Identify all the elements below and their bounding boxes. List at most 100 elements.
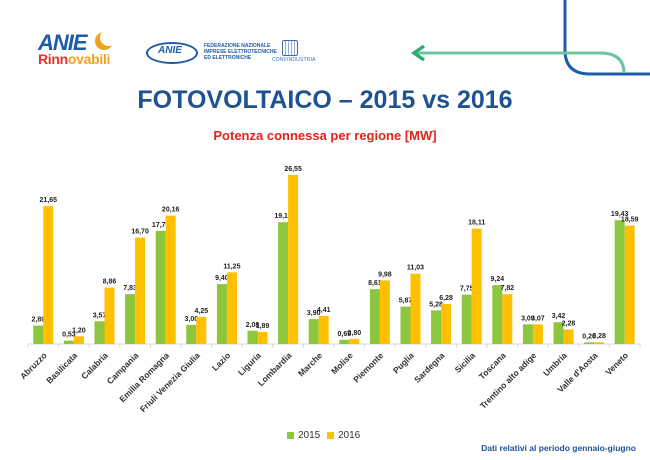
bar-2016 — [43, 206, 54, 344]
data-label-2015: 5,87 — [399, 298, 413, 305]
data-label-2016: 3,07 — [531, 315, 545, 322]
bar-2016 — [318, 315, 329, 344]
data-label-2016: 16,70 — [131, 229, 149, 236]
bar-2015 — [278, 222, 289, 344]
data-label-2015: 3,09 — [521, 315, 535, 322]
category-label: Abruzzo — [18, 350, 49, 381]
data-label-2016: 11,25 — [223, 263, 240, 270]
legend-item-2016: 2016 — [327, 430, 360, 441]
category-label: Liguria — [236, 350, 263, 377]
page-title: FOTOVOLTAICO – 2015 vs 2016 — [137, 86, 513, 114]
bar-2015 — [522, 324, 533, 344]
anie-federazione-logo: ANIE FEDERAZIONE NAZIONALE IMPRESE ELETT… — [146, 40, 296, 66]
data-label-2016: 4,41 — [317, 307, 331, 314]
confindustria-text: CONFINDUSTRIA — [272, 57, 316, 63]
data-label-2015: 17,77 — [152, 222, 170, 229]
blue-curve-line — [563, 0, 650, 76]
federazione-text: FEDERAZIONE NAZIONALE IMPRESE ELETTROTEC… — [204, 43, 277, 61]
bar-2015 — [247, 330, 258, 344]
data-label-2016: 0,80 — [347, 330, 361, 337]
bar-2015 — [584, 342, 595, 344]
data-label-2016: 6,28 — [439, 295, 453, 302]
bar-2016 — [441, 303, 452, 344]
data-label-2015: 9,40 — [215, 275, 229, 282]
bar-2015 — [614, 220, 625, 344]
category-label: Veneto — [603, 350, 630, 377]
data-label-2016: 8,86 — [103, 279, 117, 286]
rinnovabili-logo-text: Rinnovabili — [38, 51, 110, 67]
data-label-2015: 19,13 — [274, 213, 292, 220]
bar-2015 — [155, 230, 166, 344]
bar-2015 — [492, 285, 503, 344]
footnote: Dati relativi al periodo gennaio-giugno — [481, 443, 636, 453]
data-label-2015: 2,08 — [246, 322, 260, 329]
data-label-2016: 2,28 — [562, 320, 576, 327]
bar-2016 — [196, 316, 207, 344]
bar-2015 — [186, 324, 197, 344]
bar-2015 — [369, 289, 380, 344]
header-arrow-decoration — [410, 0, 650, 76]
data-label-2016: 9,98 — [378, 271, 392, 278]
rinnovabili-part-a: Rinn — [38, 51, 68, 67]
category-label: Marche — [296, 350, 324, 378]
data-label-2015: 3,57 — [93, 312, 107, 319]
data-label-2016: 26,55 — [284, 166, 302, 173]
legend-label-2015: 2015 — [298, 430, 321, 441]
bar-2015 — [339, 339, 350, 344]
data-label-2016: 1,20 — [72, 327, 86, 334]
bar-2015 — [63, 340, 74, 344]
bar-2015 — [553, 322, 564, 344]
bar-2016 — [349, 338, 360, 344]
bar-2016 — [135, 237, 146, 344]
category-label: Lombardia — [256, 350, 294, 388]
bar-2015 — [308, 319, 319, 344]
data-label-2016: 18,59 — [621, 217, 639, 224]
bar-2015 — [33, 325, 44, 344]
data-label-2015: 0,53 — [62, 332, 76, 339]
bar-2016 — [471, 228, 482, 344]
bar-2016 — [532, 324, 543, 344]
bar-2015 — [216, 284, 227, 344]
bar-2015 — [125, 294, 136, 344]
data-label-2016: 0,28 — [592, 333, 606, 340]
green-arrow-line — [414, 51, 626, 74]
moon-icon — [95, 29, 117, 50]
legend-swatch-2016 — [327, 432, 334, 439]
category-label: Lazio — [210, 350, 232, 372]
bar-2016 — [563, 329, 574, 344]
chart-title: Potenza connessa per regione [MW] — [213, 128, 437, 143]
data-label-2015: 3,42 — [552, 313, 566, 320]
data-label-2015: 3,00 — [184, 316, 198, 323]
category-label: Friuli Venezia Giulia — [138, 350, 202, 414]
category-label: Umbria — [541, 350, 569, 378]
bar-chart: 2,89 21,65 Abruzzo 0,531,20 Basilicata 3,57 8,… — [18, 166, 641, 414]
federazione-line-1: FEDERAZIONE NAZIONALE — [204, 43, 271, 49]
category-label: Trentino alto adige — [478, 350, 539, 411]
data-label-2016: 18,11 — [468, 220, 485, 227]
bar-2016 — [257, 331, 268, 344]
bar-2016 — [410, 273, 421, 344]
anie-logo-text: ANIE — [38, 30, 88, 55]
bar-2016 — [624, 225, 635, 344]
confindustria-emblem-icon — [282, 40, 298, 56]
data-label-2015: 0,65 — [337, 331, 351, 338]
data-label-2016: 21,65 — [40, 197, 58, 204]
category-label: Toscana — [477, 350, 508, 381]
bar-2015 — [400, 306, 411, 344]
bar-2015 — [431, 310, 442, 344]
data-label-2015: 2,89 — [31, 317, 45, 324]
bar-2016 — [226, 272, 237, 344]
confindustria-logo: CONFINDUSTRIA — [272, 38, 322, 68]
category-label: Calabria — [79, 350, 110, 381]
bar-2016 — [594, 342, 605, 344]
data-label-2015: 3,90 — [307, 310, 321, 317]
category-label: Molise — [329, 350, 355, 376]
legend-item-2015: 2015 — [287, 430, 320, 441]
anie-oval-mark: ANIE — [146, 42, 198, 64]
arrow-left-icon — [410, 44, 426, 62]
category-label: Sardegna — [412, 350, 447, 385]
data-label-2016: 4,25 — [194, 308, 208, 315]
category-label: Puglia — [391, 350, 416, 375]
bar-2016 — [288, 174, 299, 344]
category-label: Sicilia — [453, 350, 478, 375]
